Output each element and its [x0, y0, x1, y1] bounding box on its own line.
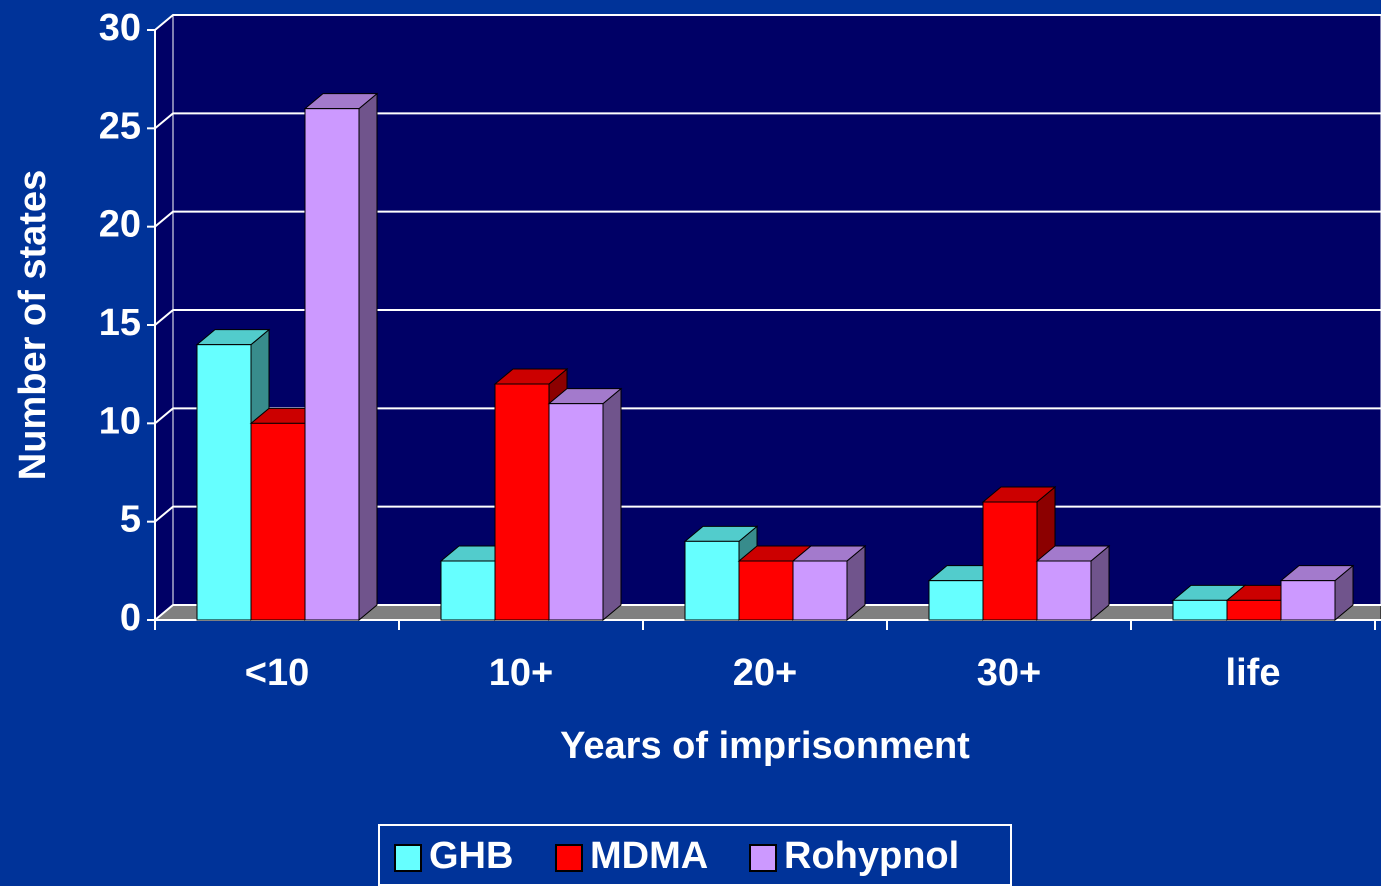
- x-axis-title: Years of imprisonment: [560, 725, 970, 767]
- grid-line: [154, 210, 1381, 228]
- y-tick-label: 25: [99, 105, 141, 147]
- grid-line: [154, 407, 1381, 425]
- legend-swatch: [555, 844, 583, 872]
- y-tick-label: 15: [99, 302, 141, 344]
- bar: [928, 580, 984, 621]
- y-tick-label: 10: [99, 400, 141, 442]
- x-tick-label: 20+: [733, 652, 797, 694]
- grid-line: [154, 14, 1381, 31]
- y-tick-label: 30: [99, 7, 141, 49]
- y-axis-title: Number of states: [12, 170, 54, 480]
- bar: [1226, 599, 1282, 621]
- legend-swatch: [394, 844, 422, 872]
- x-tick-label: 30+: [977, 652, 1041, 694]
- legend-label: GHB: [429, 835, 513, 877]
- legend-label: Rohypnol: [784, 835, 959, 877]
- x-tick-label: <10: [245, 652, 309, 694]
- x-tick-label: life: [1226, 652, 1281, 694]
- grid-line: [154, 505, 1381, 523]
- x-tick-label: 10+: [489, 652, 553, 694]
- bar: [1172, 599, 1228, 621]
- legend-label: MDMA: [590, 835, 708, 877]
- bar: [548, 403, 604, 621]
- y-tick-label: 5: [120, 499, 141, 541]
- bar: [440, 560, 496, 621]
- bar: [684, 540, 740, 621]
- legend-swatch: [749, 844, 777, 872]
- bar: [304, 108, 360, 621]
- bar: [1036, 560, 1092, 621]
- bar: [792, 560, 848, 621]
- bar: [196, 344, 252, 621]
- y-tick-label: 0: [120, 597, 141, 639]
- bar-side: [602, 387, 622, 622]
- bar: [250, 422, 306, 621]
- bar: [738, 560, 794, 621]
- grid-line: [154, 112, 1381, 130]
- grid-line: [154, 309, 1381, 326]
- y-tick-label: 20: [99, 204, 141, 246]
- bar: [1280, 580, 1336, 621]
- bar: [982, 501, 1038, 621]
- legend-box: [378, 824, 1012, 886]
- bar: [494, 383, 550, 621]
- bar-side: [358, 92, 378, 622]
